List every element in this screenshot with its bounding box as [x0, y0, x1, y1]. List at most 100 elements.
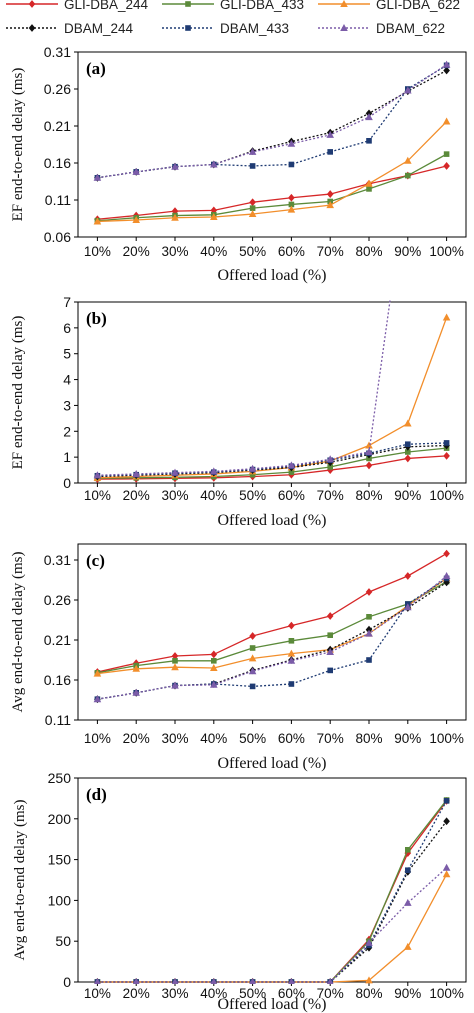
panel-label: (a)	[86, 59, 106, 78]
data-point	[287, 139, 296, 147]
legend-label: GLI-DBA_622	[376, 0, 460, 12]
data-point	[93, 695, 102, 703]
x-tick-label: 90%	[394, 488, 421, 503]
panel-label: (b)	[86, 309, 107, 328]
x-axis-label: Offered load (%)	[218, 755, 327, 772]
data-point	[287, 461, 296, 469]
data-point	[326, 612, 334, 620]
data-point	[326, 648, 334, 655]
x-tick-label: 90%	[394, 244, 421, 259]
data-point	[248, 464, 257, 472]
legend: GLI-DBA_244 GLI-DBA_433 GLI-DBA_622 DBAM_24…	[6, 0, 460, 36]
x-tick-label: 100%	[429, 244, 464, 259]
data-point	[404, 419, 412, 427]
data-point	[404, 572, 412, 580]
data-point	[288, 621, 295, 630]
data-point	[366, 138, 372, 144]
data-point	[404, 603, 412, 611]
data-point	[442, 60, 451, 68]
series-line	[97, 577, 447, 700]
data-point	[171, 978, 179, 984]
data-point	[249, 683, 256, 690]
y-tick-label: 0.16	[44, 155, 71, 171]
data-point	[326, 190, 334, 198]
y-tick-label: 0.21	[44, 632, 71, 648]
data-point	[287, 649, 296, 657]
data-point	[210, 680, 218, 688]
data-point	[210, 978, 218, 984]
y-tick-label: 2	[63, 423, 71, 439]
legend-marker	[185, 25, 191, 31]
series-line	[97, 800, 448, 983]
data-point	[248, 147, 257, 155]
y-tick-label: 0	[63, 475, 71, 491]
legend-marker	[340, 0, 348, 7]
y-tick-label: 150	[48, 852, 72, 868]
data-point	[132, 469, 140, 477]
data-point	[249, 471, 256, 478]
data-point	[365, 938, 373, 946]
y-tick-label: 0	[63, 974, 71, 990]
data-point	[171, 162, 179, 170]
x-tick-label: 40%	[200, 986, 227, 1001]
series-line	[97, 165, 447, 220]
x-tick-label: 70%	[317, 488, 344, 503]
data-point	[326, 455, 334, 463]
data-point	[171, 663, 179, 671]
data-point	[210, 213, 218, 221]
x-tick-label: 20%	[123, 244, 150, 259]
data-point	[442, 870, 451, 878]
x-tick-label: 30%	[161, 244, 188, 259]
x-tick-label: 60%	[278, 244, 305, 259]
data-point	[443, 817, 450, 826]
data-point	[327, 464, 333, 470]
data-point	[365, 179, 373, 187]
plot-frame	[77, 51, 467, 238]
data-point	[365, 113, 373, 121]
data-point	[442, 313, 451, 321]
data-point	[249, 198, 256, 207]
x-tick-label: 40%	[200, 731, 227, 746]
series-line	[97, 69, 447, 179]
x-tick-label: 20%	[123, 986, 150, 1001]
data-point	[288, 638, 295, 644]
data-point	[210, 650, 218, 659]
legend-entry: DBAM_433	[162, 21, 289, 36]
series-line	[97, 317, 448, 479]
x-tick-label: 50%	[239, 244, 266, 259]
x-tick-label: 30%	[161, 731, 188, 746]
data-point	[288, 193, 295, 202]
series-line	[97, 447, 447, 479]
x-axis-label: Offered load (%)	[218, 996, 327, 1013]
data-point	[171, 681, 179, 689]
x-tick-label: 80%	[355, 488, 382, 503]
series-line	[97, 455, 447, 480]
y-tick-label: 3	[63, 397, 71, 413]
series-line	[97, 444, 447, 478]
data-point	[442, 863, 451, 871]
data-point	[288, 201, 295, 208]
y-tick-label: 7	[63, 294, 71, 310]
legend-label: GLI-DBA_244	[64, 0, 149, 12]
y-tick-label: 200	[48, 811, 72, 827]
y-tick-label: 5	[63, 346, 71, 362]
legend-label: DBAM_433	[220, 21, 289, 36]
data-point	[211, 658, 217, 664]
data-point	[132, 215, 140, 223]
data-point	[326, 130, 334, 138]
data-point	[93, 217, 102, 225]
data-point	[171, 468, 179, 476]
x-tick-label: 40%	[200, 488, 227, 503]
x-tick-label: 10%	[84, 488, 111, 503]
data-point	[210, 467, 218, 475]
y-axis-label: Avg end-to-end delay (ms)	[12, 800, 28, 961]
data-point	[249, 163, 256, 169]
x-tick-label: 40%	[200, 244, 227, 259]
data-point	[405, 867, 411, 874]
y-tick-label: 0.26	[44, 592, 71, 608]
series-line	[97, 873, 448, 983]
data-point	[327, 149, 333, 155]
data-point	[326, 201, 334, 209]
x-tick-label: 80%	[355, 244, 382, 259]
